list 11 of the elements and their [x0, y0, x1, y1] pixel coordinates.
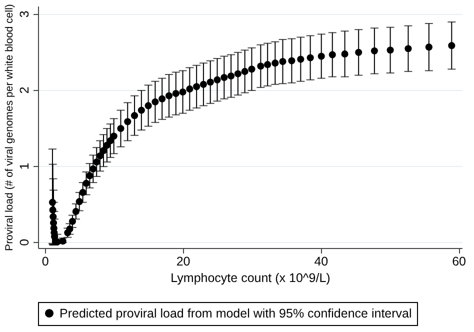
y-tick-label: 1	[18, 162, 32, 170]
x-tick-label: 0	[42, 254, 49, 268]
x-axis-title: Lymphocyte count (x 10^9/L)	[170, 271, 330, 285]
x-tick-label: 20	[176, 254, 190, 268]
x-tick-label: 60	[452, 254, 466, 268]
x-tick-label: 40	[314, 254, 328, 268]
y-tick-label: 2	[18, 86, 32, 94]
y-tick-label: 3	[18, 10, 32, 18]
y-tick-label: 0	[18, 238, 32, 246]
legend-label: Predicted proviral load from model with 95% confidence interval	[60, 306, 412, 320]
y-axis-title: Proviral load (# of viral genomes per white blood cell)	[4, 4, 16, 251]
